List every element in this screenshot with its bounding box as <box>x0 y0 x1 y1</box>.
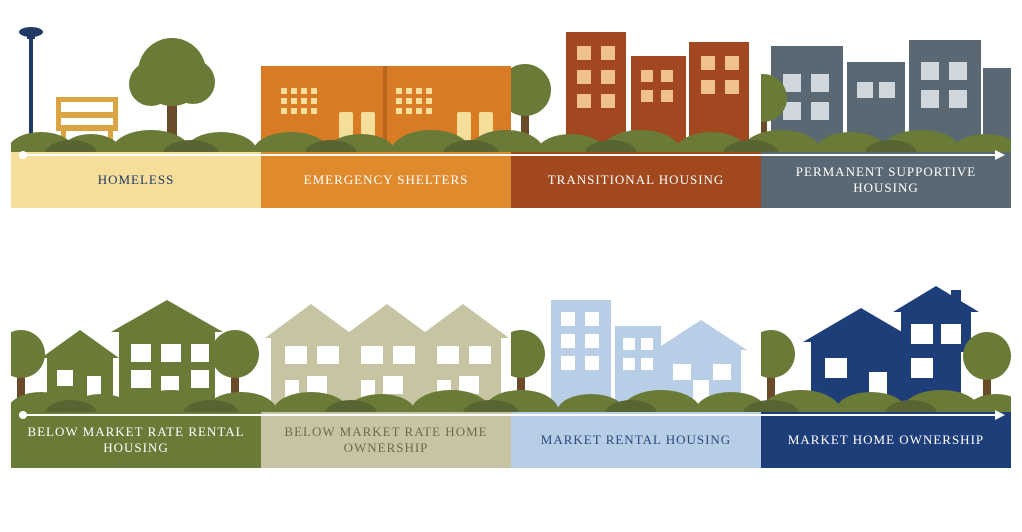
row1-scene <box>11 12 1011 152</box>
label-market-rental: MARKET RENTAL HOUSING <box>511 412 761 468</box>
label-permanent: PERMANENT SUPPORTIVE HOUSING <box>761 152 1011 208</box>
label-homeless: HOMELESS <box>11 152 261 208</box>
continuum-arrow-row1 <box>19 154 1003 156</box>
label-transitional: TRANSITIONAL HOUSING <box>511 152 761 208</box>
label-market-own: MARKET HOME OWNERSHIP <box>761 412 1011 468</box>
label-bmr-own: BELOW MARKET RATE HOME OWNERSHIP <box>261 412 511 468</box>
housing-continuum-row-1: HOMELESS EMERGENCY SHELTERS TRANSITIONAL… <box>11 12 1011 212</box>
continuum-arrow-row2 <box>19 414 1003 416</box>
row1-labels: HOMELESS EMERGENCY SHELTERS TRANSITIONAL… <box>11 152 1011 208</box>
row2-labels: BELOW MARKET RATE RENTAL HOUSING BELOW M… <box>11 412 1011 468</box>
label-bmr-rental: BELOW MARKET RATE RENTAL HOUSING <box>11 412 261 468</box>
label-emergency: EMERGENCY SHELTERS <box>261 152 511 208</box>
row2-scene <box>11 272 1011 412</box>
ground-vegetation-row1 <box>11 124 1011 152</box>
ground-vegetation-row2 <box>11 384 1011 412</box>
housing-continuum-row-2: BELOW MARKET RATE RENTAL HOUSING BELOW M… <box>11 272 1011 472</box>
